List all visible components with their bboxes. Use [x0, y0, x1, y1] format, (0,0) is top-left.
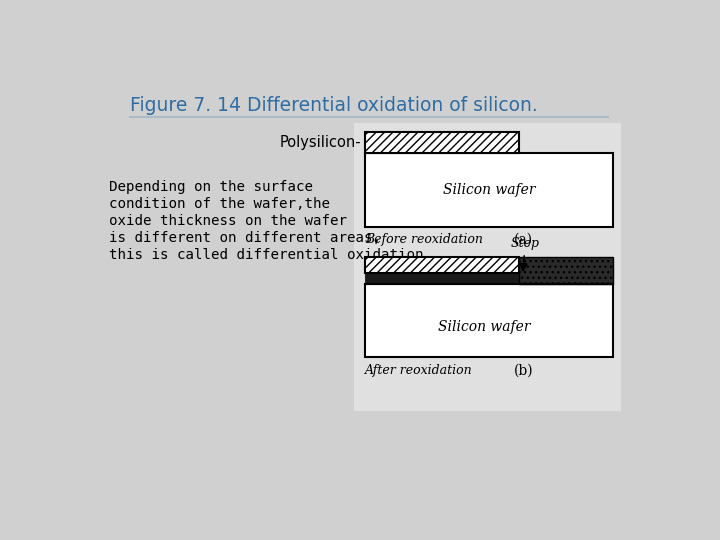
- Text: Silicon wafer: Silicon wafer: [443, 183, 536, 197]
- Text: this is called differential oxidation: this is called differential oxidation: [109, 248, 424, 262]
- Text: Figure 7. 14 Differential oxidation of silicon.: Figure 7. 14 Differential oxidation of s…: [130, 96, 538, 114]
- FancyBboxPatch shape: [354, 123, 621, 411]
- Text: is different on different areas,: is different on different areas,: [109, 231, 382, 245]
- Text: After reoxidation: After reoxidation: [365, 363, 473, 376]
- Text: Before reoxidation: Before reoxidation: [365, 233, 483, 246]
- Text: Polysilicon-: Polysilicon-: [279, 135, 361, 150]
- Text: condition of the wafer,the: condition of the wafer,the: [109, 197, 330, 211]
- Text: Step: Step: [510, 238, 540, 271]
- Bar: [365, 273, 613, 284]
- Text: (b): (b): [514, 363, 534, 377]
- Bar: [365, 132, 518, 153]
- Text: oxide thickness on the wafer: oxide thickness on the wafer: [109, 214, 347, 228]
- Bar: [365, 256, 518, 273]
- Bar: [365, 153, 613, 226]
- Text: Silicon wafer: Silicon wafer: [438, 320, 531, 334]
- Bar: [518, 256, 613, 284]
- Text: Depending on the surface: Depending on the surface: [109, 180, 313, 194]
- Bar: [365, 284, 613, 357]
- Text: (a): (a): [514, 233, 533, 247]
